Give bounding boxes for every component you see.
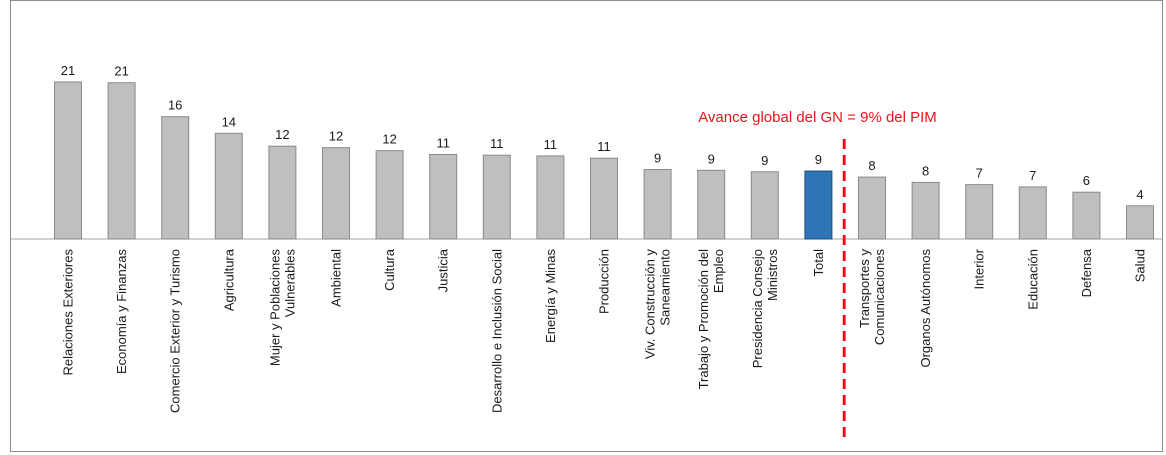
category-label-13: Trabajo y Promoción delEmpleo	[696, 249, 726, 390]
category-label-line: Trabajo y Promoción del	[696, 249, 711, 390]
category-label-line: Producción	[597, 249, 612, 314]
value-label-14: 9	[761, 153, 768, 168]
category-label-line: Interior	[972, 248, 987, 289]
value-label-11: 11	[597, 139, 611, 154]
category-label-6: Ambiental	[329, 249, 344, 307]
category-label-2: Economía y Finanzas	[114, 249, 129, 375]
bar-2	[107, 82, 136, 240]
bar-chart: 21 21 16 14 12 12 12 11 11 11 11 9 9 9 9 8 8 7 7 6 4 Relacio…	[11, 63, 1162, 441]
value-label-17: 8	[922, 163, 929, 178]
value-label-16: 8	[868, 158, 875, 173]
value-label-9: 11	[490, 136, 504, 151]
bar-8	[429, 153, 458, 240]
category-label-line: Vulnerables	[282, 249, 297, 318]
category-labels-group: Relaciones Exteriores Economía y Finanzas…	[61, 248, 1148, 413]
category-label-line: Transportes y	[857, 249, 872, 328]
bar-1	[54, 81, 82, 240]
bar-13	[697, 169, 726, 240]
category-label-line: Agricultura	[221, 248, 236, 311]
value-label-21: 4	[1136, 187, 1143, 202]
category-label-line: Organos Autónomos	[918, 249, 933, 368]
category-label-line: Viv. Construcción y	[643, 249, 658, 360]
category-label-15: Total	[811, 249, 826, 277]
value-label-1: 21	[61, 63, 75, 78]
bar-15	[804, 170, 833, 240]
bar-10	[536, 155, 565, 240]
bar-14	[750, 171, 779, 240]
bar-7	[375, 150, 404, 240]
value-label-19: 7	[1029, 168, 1036, 183]
category-label-line: Relaciones Exteriores	[61, 249, 76, 376]
bar-11	[590, 157, 618, 240]
category-label-16: Transportes yComunicaciones	[857, 249, 887, 346]
value-label-10: 11	[544, 137, 558, 152]
value-label-3: 16	[168, 98, 182, 113]
category-label-5: Mujer y PoblacionesVulnerables	[267, 249, 297, 367]
category-label-9: Desarrollo e Inclusión Social	[489, 249, 504, 413]
category-label-line: Saneamiento	[658, 249, 673, 326]
value-label-20: 6	[1083, 173, 1090, 188]
category-label-line: Ministros	[765, 249, 780, 302]
value-label-8: 11	[436, 135, 450, 150]
global-average-annotation: Avance global del GN = 9% del PIM	[698, 109, 937, 126]
category-label-line: Mujer y Poblaciones	[267, 249, 282, 367]
category-label-line: Economía y Finanzas	[114, 249, 129, 375]
value-label-2: 21	[114, 64, 128, 79]
category-label-line: Ambiental	[329, 249, 344, 307]
bar-6	[322, 147, 350, 240]
category-label-line: Cultura	[382, 248, 397, 291]
bar-17	[911, 181, 940, 240]
category-label-line: Salud	[1133, 249, 1148, 282]
bar-21	[1126, 205, 1154, 240]
category-label-line: Defensa	[1079, 248, 1094, 297]
chart-frame: 21 21 16 14 12 12 12 11 11 11 11 9 9 9 9 8 8 7 7 6 4 Relacio…	[10, 0, 1163, 452]
category-label-line: Justicia	[436, 248, 451, 292]
bar-3	[161, 116, 190, 240]
category-label-line: Comercio Exterior y Turismo	[168, 249, 183, 413]
value-label-15: 9	[815, 152, 822, 167]
category-label-line: Energía y Minas	[543, 249, 558, 343]
category-label-line: Educación	[1025, 249, 1040, 310]
category-label-19: Educación	[1025, 249, 1040, 310]
category-label-7: Cultura	[382, 248, 397, 291]
bars-group	[54, 81, 1154, 240]
value-label-18: 7	[976, 166, 983, 181]
bar-4	[214, 132, 243, 240]
category-label-line: Empleo	[711, 249, 726, 293]
category-label-8: Justicia	[436, 248, 451, 292]
bar-5	[268, 145, 297, 240]
category-label-line: Comunicaciones	[872, 249, 887, 346]
value-label-13: 9	[708, 151, 715, 166]
category-label-1: Relaciones Exteriores	[61, 249, 76, 376]
bar-18	[965, 184, 994, 240]
category-label-12: Viv. Construcción ySaneamiento	[643, 249, 673, 360]
bar-20	[1072, 191, 1101, 240]
value-label-6: 12	[329, 129, 343, 144]
bar-16	[858, 176, 886, 240]
category-label-4: Agricultura	[221, 248, 236, 311]
category-label-17: Organos Autónomos	[918, 249, 933, 368]
bar-19	[1018, 186, 1047, 240]
category-label-11: Producción	[597, 249, 612, 314]
category-label-3: Comercio Exterior y Turismo	[168, 249, 183, 413]
bar-9	[482, 154, 511, 240]
category-label-line: Presidencia Consejo	[750, 249, 765, 368]
category-label-21: Salud	[1133, 249, 1148, 282]
value-label-7: 12	[382, 132, 396, 147]
category-label-18: Interior	[972, 248, 987, 289]
category-label-line: Total	[811, 249, 826, 277]
category-label-20: Defensa	[1079, 248, 1094, 297]
category-label-14: Presidencia ConsejoMinistros	[750, 249, 780, 369]
value-labels-group: 21 21 16 14 12 12 12 11 11 11 11 9 9 9 9 8 8 7 7 6 4	[61, 63, 1144, 202]
value-label-12: 9	[654, 151, 661, 166]
value-label-5: 12	[275, 127, 289, 142]
value-label-4: 14	[222, 114, 236, 129]
category-label-line: Desarrollo e Inclusión Social	[489, 249, 504, 413]
category-label-10: Energía y Minas	[543, 249, 558, 343]
bar-12	[643, 169, 672, 240]
